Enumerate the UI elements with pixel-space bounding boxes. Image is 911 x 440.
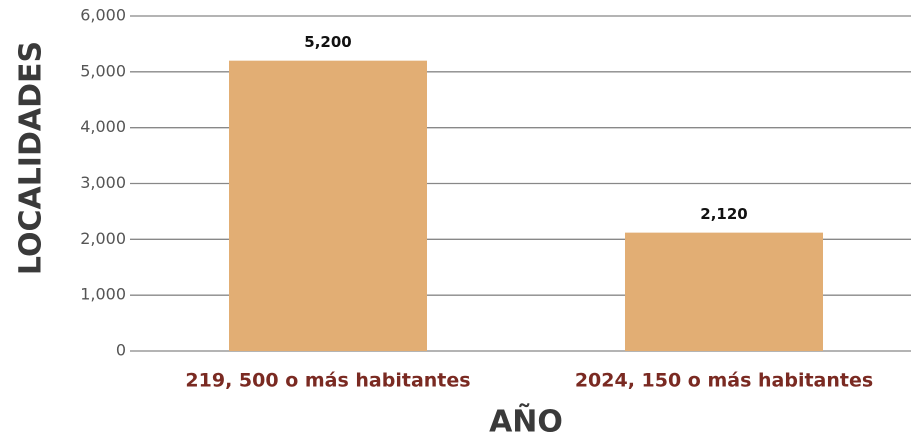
y-tick-label: 6,000 bbox=[80, 6, 126, 25]
y-tick-label: 5,000 bbox=[80, 61, 126, 80]
x-axis-title: AÑO bbox=[489, 403, 563, 440]
y-axis-title: LOCALIDADES bbox=[14, 41, 49, 275]
y-tick-label: 2,000 bbox=[80, 229, 126, 248]
y-tick-label: 0 bbox=[116, 341, 126, 360]
y-tick-label: 3,000 bbox=[80, 173, 126, 192]
bar bbox=[229, 60, 427, 352]
y-tick-label: 1,000 bbox=[80, 285, 126, 304]
x-tick-label: 2024, 150 o más habitantes bbox=[575, 370, 873, 392]
data-label: 2,120 bbox=[700, 205, 747, 223]
y-tick-label: 4,000 bbox=[80, 117, 126, 136]
bar bbox=[625, 232, 823, 351]
x-tick-label: 219, 500 o más habitantes bbox=[185, 370, 470, 392]
data-label: 5,200 bbox=[304, 33, 351, 51]
